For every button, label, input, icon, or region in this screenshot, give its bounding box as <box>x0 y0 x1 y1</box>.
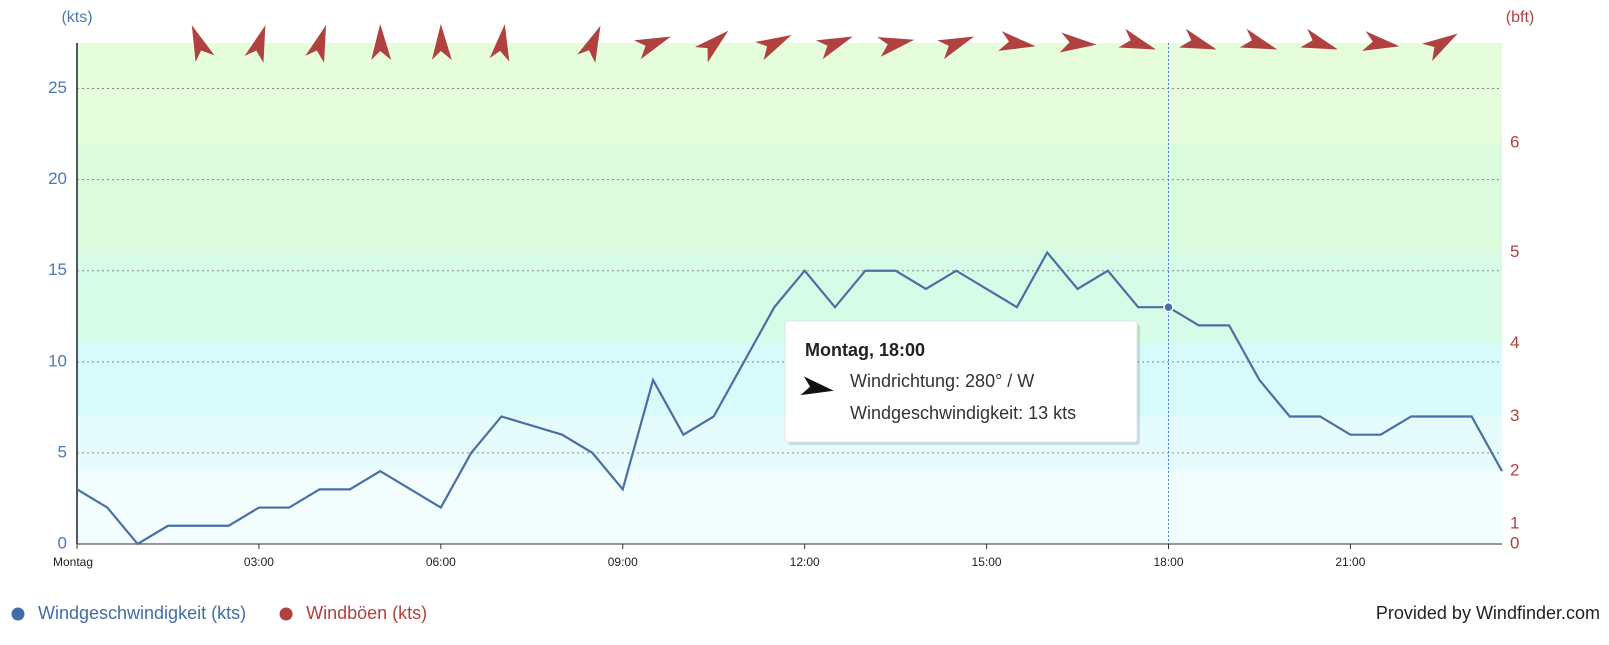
tooltip-line: Windgeschwindigkeit: 13 kts <box>850 403 1076 423</box>
beaufort-band <box>77 143 1502 253</box>
direction-arrow <box>694 30 729 63</box>
direction-arrow <box>1239 28 1278 50</box>
y2-tick-label: 6 <box>1510 133 1519 152</box>
beaufort-band <box>77 471 1502 526</box>
tooltip-line: Windrichtung: 280° / W <box>850 371 1034 391</box>
x-tick-label: 21:00 <box>1335 555 1365 569</box>
direction-arrow <box>431 24 452 60</box>
tooltip: Montag, 18:00 Windrichtung: 280° / W Windg… <box>784 320 1140 445</box>
x-tick-label: 12:00 <box>790 555 820 569</box>
x-tick-label: 09:00 <box>608 555 638 569</box>
direction-arrow <box>998 31 1036 51</box>
legend-label: Windböen (kts) <box>306 603 427 623</box>
direction-arrow <box>937 36 975 60</box>
y2-axis-label: (bft) <box>1506 9 1534 26</box>
direction-arrow <box>1179 28 1217 50</box>
y-tick-label: 20 <box>48 169 67 188</box>
y-tick-label: 15 <box>48 260 67 279</box>
x-tick-label: 15:00 <box>972 555 1002 569</box>
direction-arrow <box>577 25 601 64</box>
tooltip-arrow-icon <box>800 376 834 396</box>
legend-label: Windgeschwindigkeit (kts) <box>38 603 246 623</box>
direction-arrow <box>244 25 266 63</box>
direction-arrow <box>1118 28 1157 50</box>
beaufort-band <box>77 43 1502 144</box>
y-tick-label: 0 <box>58 533 67 552</box>
x-tick-label: 06:00 <box>426 555 456 569</box>
direction-arrow <box>634 36 671 60</box>
direction-arrow <box>305 25 327 63</box>
x-tick-label: 03:00 <box>244 555 274 569</box>
y-tick-label: 5 <box>58 442 67 461</box>
direction-arrow <box>191 25 215 63</box>
y-tick-label: 10 <box>48 351 67 370</box>
tooltip-box <box>784 320 1138 443</box>
series-line <box>76 250 1503 546</box>
direction-arrow <box>1300 28 1338 50</box>
y2-tick-label: 5 <box>1510 242 1519 261</box>
x-tick-label: 18:00 <box>1153 555 1183 569</box>
direction-arrow <box>877 37 915 57</box>
credit: Provided by Windfinder.com <box>1376 603 1600 623</box>
x-tick-label: Montag <box>53 555 93 569</box>
y2-tick-label: 1 <box>1510 513 1519 532</box>
direction-arrow <box>1059 32 1097 53</box>
direction-arrow <box>1362 31 1400 51</box>
beaufort-band <box>77 525 1502 544</box>
direction-arrow <box>1422 33 1458 62</box>
legend-marker <box>279 607 293 621</box>
legend-marker <box>11 607 25 621</box>
direction-arrow <box>815 36 853 60</box>
highlight-point <box>1163 301 1174 313</box>
y2-tick-label: 2 <box>1510 461 1519 480</box>
y2-tick-label: 4 <box>1510 333 1519 352</box>
direction-arrow <box>489 24 510 62</box>
tooltip-title: Montag, 18:00 <box>805 340 925 360</box>
direction-arrow <box>755 34 792 61</box>
y2-tick-label: 0 <box>1510 533 1519 552</box>
y2-tick-label: 3 <box>1510 406 1519 425</box>
direction-arrow <box>371 24 392 60</box>
y-tick-label: 25 <box>48 78 67 97</box>
y-axis-label: (kts) <box>61 9 92 26</box>
